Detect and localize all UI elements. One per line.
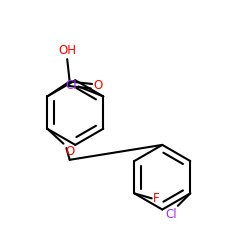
Text: Cl: Cl — [66, 79, 77, 92]
Text: OH: OH — [58, 44, 76, 57]
Text: F: F — [153, 192, 160, 205]
Text: O: O — [66, 145, 75, 158]
Text: Cl: Cl — [165, 208, 176, 221]
Text: O: O — [93, 79, 102, 92]
